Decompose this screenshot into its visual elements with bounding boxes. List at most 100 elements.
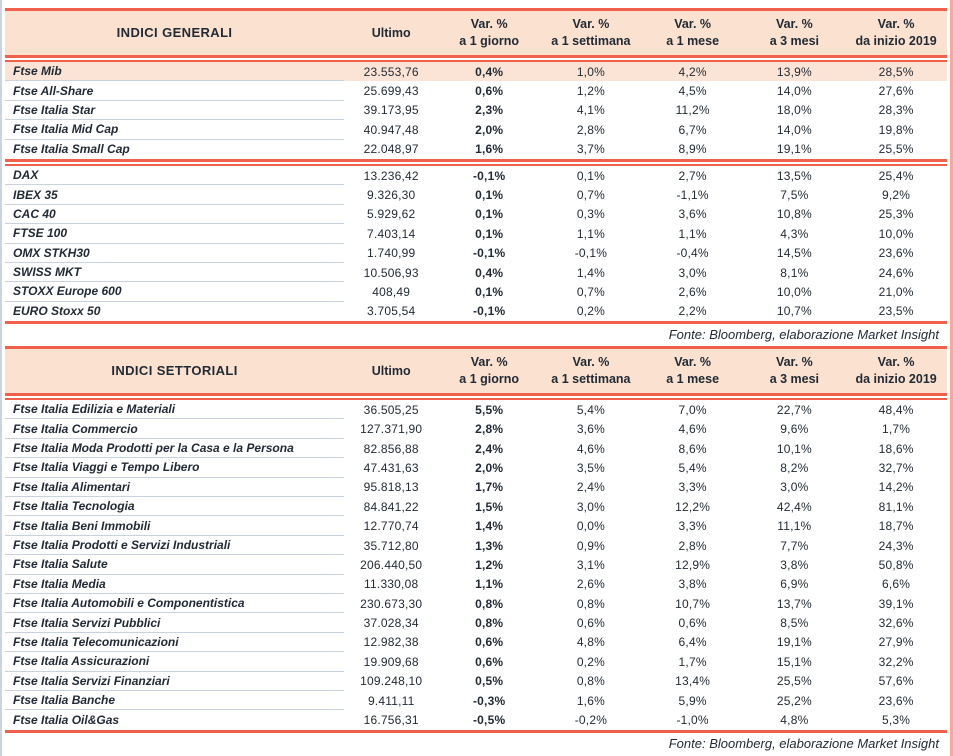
- var-header-line1: Var. %: [674, 17, 712, 31]
- var-header-line2: a 1 mese: [666, 34, 720, 48]
- var-1day-value: -0,1%: [472, 246, 506, 261]
- var-1day-value: -0,1%: [472, 304, 506, 319]
- index-name: Ftse Mib: [5, 62, 345, 82]
- table-row: Ftse Mib 23.553,76 0,4% 1,0% 4,2% 13,9% 28,5%: [5, 62, 947, 82]
- var-1week-value: 0,0%: [576, 519, 605, 534]
- index-name: IBEX 35: [5, 185, 345, 205]
- var-1month-value: 13,4%: [675, 674, 711, 689]
- var-1month-value: 1,7%: [678, 654, 707, 669]
- var-1month-value: 6,4%: [678, 635, 707, 650]
- var-1week-value: 1,4%: [576, 265, 605, 280]
- table-row: Ftse Italia Automobili e Componentistica…: [5, 594, 947, 614]
- table-row: Ftse Italia Oil&Gas 16.756,31 -0,5% -0,2% -1…: [5, 710, 947, 729]
- column-header-var: Var. % a 1 mese: [642, 16, 744, 50]
- var-1week-value: 0,2%: [576, 654, 605, 669]
- column-header-var: Var. % a 1 settimana: [540, 16, 642, 50]
- var-1day-value: 0,6%: [475, 84, 504, 99]
- var-ytd-value: 25,4%: [878, 168, 914, 183]
- table-title: INDICI GENERALI: [116, 25, 233, 40]
- var-1month-value: 0,6%: [678, 616, 707, 631]
- index-name: Ftse All-Share: [5, 81, 345, 101]
- var-ytd-value: 32,6%: [878, 616, 914, 631]
- var-header-line2: a 1 settimana: [551, 372, 631, 387]
- table-row: Ftse Italia Servizi Finanziari 109.248,10…: [5, 672, 947, 691]
- var-1week-value: -0,1%: [574, 246, 608, 261]
- var-1day-value: 0,8%: [475, 616, 504, 631]
- var-1week-value: 2,4%: [576, 480, 605, 495]
- index-name: OMX STKH30: [5, 244, 345, 263]
- var-3month-value: 19,1%: [776, 635, 812, 650]
- source-note-settoriali: Fonte: Bloomberg, elaborazione Market In…: [668, 735, 939, 751]
- var-3month-value: 13,5%: [776, 168, 812, 183]
- column-header-var: Var. % a 3 mesi: [744, 16, 846, 50]
- ultimo-value: 84.841,22: [363, 499, 419, 514]
- ultimo-value: 5.929,62: [367, 207, 416, 222]
- table-row: Ftse Italia Star 39.173,95 2,3% 4,1% 11,2% 18…: [5, 101, 947, 121]
- var-1month-value: 5,4%: [678, 460, 707, 475]
- var-ytd-value: 50,8%: [878, 557, 914, 572]
- table-bottom-border: [5, 729, 947, 733]
- index-name: Ftse Italia Salute: [5, 555, 345, 575]
- table-row: OMX STKH30 1.740,99 -0,1% -0,1% -0,4% 14,5% 23…: [5, 244, 947, 263]
- var-3month-value: 9,6%: [780, 422, 809, 437]
- ultimo-value: 23.553,76: [363, 64, 419, 79]
- ultimo-value: 12.982,38: [363, 635, 419, 650]
- table-row: Ftse Italia Beni Immobili 12.770,74 1,4% 0,…: [5, 516, 947, 536]
- var-ytd-value: 25,5%: [878, 142, 914, 157]
- var-1week-value: 4,8%: [576, 635, 605, 650]
- index-name: Ftse Italia Telecomunicazioni: [5, 633, 345, 653]
- index-name: CAC 40: [5, 205, 345, 225]
- var-1day-value: -0,5%: [472, 713, 506, 728]
- var-1month-value: 12,9%: [675, 557, 711, 572]
- var-1day-value: 0,8%: [475, 596, 504, 611]
- ultimo-value: 3.705,54: [367, 304, 416, 319]
- table-row: Ftse All-Share 25.699,43 0,6% 1,2% 4,5% 14,0%…: [5, 81, 947, 101]
- var-header-line1: Var. %: [775, 17, 813, 31]
- var-3month-value: 14,5%: [776, 246, 812, 261]
- var-1month-value: 6,7%: [678, 122, 707, 137]
- source-note-generali: Fonte: Bloomberg, elaborazione Market In…: [668, 327, 939, 343]
- ultimo-value: 109.248,10: [360, 674, 423, 689]
- index-name: Ftse Italia Media: [5, 575, 345, 594]
- var-1week-value: 2,8%: [576, 122, 605, 137]
- var-1day-value: 0,1%: [475, 284, 504, 299]
- var-ytd-value: 10,0%: [878, 226, 914, 241]
- var-1month-value: 8,6%: [678, 441, 707, 456]
- index-name: Ftse Italia Alimentari: [5, 478, 345, 498]
- index-name: SWISS MKT: [5, 263, 345, 283]
- table-row: Ftse Italia Banche 9.411,11 -0,3% 1,6% 5,9% 2…: [5, 691, 947, 711]
- var-ytd-value: 32,2%: [878, 654, 914, 669]
- var-3month-value: 4,3%: [780, 226, 809, 241]
- var-1week-value: 0,6%: [576, 616, 605, 631]
- ultimo-value: 37.028,34: [363, 616, 419, 631]
- var-1week-value: 0,7%: [576, 188, 605, 203]
- ultimo-value: 82.856,88: [363, 441, 419, 456]
- var-3month-value: 25,5%: [776, 674, 812, 689]
- var-1week-value: 0,2%: [576, 304, 605, 319]
- var-ytd-value: 23,6%: [878, 693, 914, 708]
- ultimo-value: 36.505,25: [363, 402, 419, 417]
- table-header-row: INDICI GENERALI Ultimo Var. % a 1 giorno Var…: [5, 11, 947, 55]
- table-row: Ftse Italia Tecnologia 84.841,22 1,5% 3,0% 1…: [5, 497, 947, 517]
- ultimo-value: 35.712,80: [363, 538, 419, 553]
- column-header-var: Var. % da inizio 2019: [845, 16, 947, 50]
- ultimo-value: 10.506,93: [363, 265, 419, 280]
- ultimo-value: 40.947,48: [363, 122, 419, 137]
- var-1week-value: 0,8%: [576, 596, 605, 611]
- column-header-var: Var. % a 1 settimana: [540, 354, 642, 388]
- var-header-line2: a 3 mesi: [769, 34, 820, 48]
- index-name: Ftse Italia Small Cap: [13, 142, 130, 157]
- var-1day-value: 5,5%: [475, 402, 504, 417]
- var-1day-value: 0,1%: [475, 188, 504, 203]
- var-3month-value: 7,5%: [780, 188, 809, 203]
- var-1month-value: 11,2%: [675, 103, 710, 118]
- ultimo-value: 408,49: [372, 284, 411, 299]
- table-row: DAX 13.236,42 -0,1% 0,1% 2,7% 13,5% 25,4%: [5, 166, 947, 186]
- var-3month-value: 4,8%: [780, 713, 809, 728]
- var-ytd-value: 23,5%: [878, 304, 914, 319]
- ultimo-value: 12.770,74: [363, 519, 419, 534]
- var-1month-value: 2,7%: [678, 168, 707, 183]
- index-name: Ftse Italia Banche: [5, 691, 345, 711]
- column-header-ultimo: Ultimo: [371, 364, 411, 379]
